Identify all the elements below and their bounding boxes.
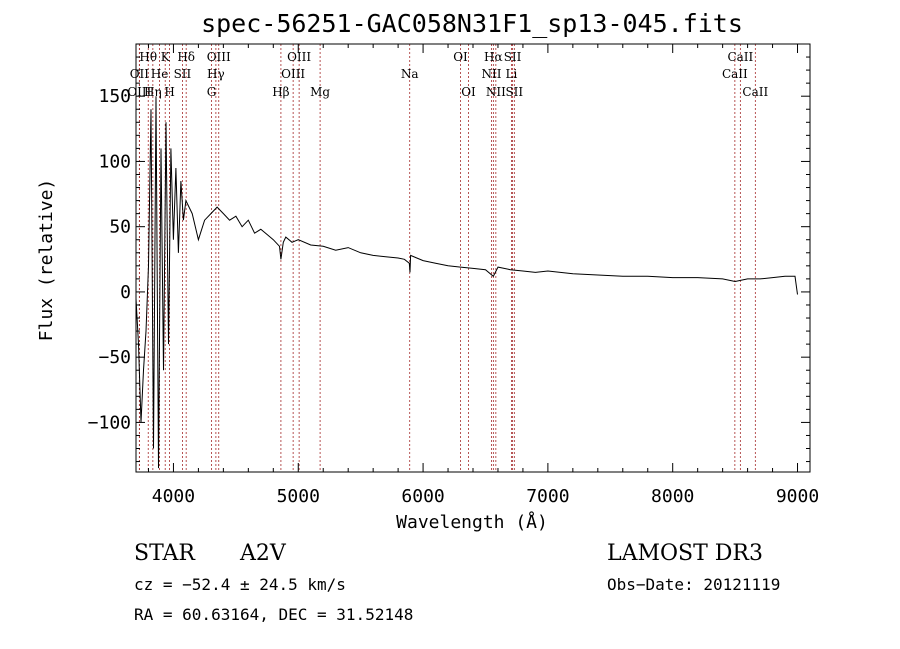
- line-label: G: [207, 85, 217, 99]
- spectrum-line: [135, 96, 798, 469]
- y-tick-label: −100: [88, 412, 131, 433]
- line-label: Hβ: [272, 85, 289, 99]
- line-label: H: [164, 85, 174, 99]
- y-tick-label: 150: [98, 86, 131, 107]
- line-label: Mg: [310, 85, 330, 99]
- x-tick-label: 8000: [651, 486, 694, 507]
- line-label: OI: [453, 50, 468, 64]
- line-label: Hγ: [207, 67, 225, 81]
- line-label: He: [151, 67, 169, 81]
- plot-frame: [135, 43, 811, 473]
- coordinates: RA = 60.63164, DEC = 31.52148: [134, 605, 413, 624]
- x-axis-ticks: 4000 5000 6000 7000 8000 9000: [147, 44, 819, 507]
- y-axis-ticks: −100 −50 0 50 100 150: [88, 56, 810, 463]
- x-tick-label: 6000: [401, 486, 444, 507]
- x-tick-label: 9000: [776, 486, 819, 507]
- line-label: CaII: [722, 67, 748, 81]
- line-label: OII: [130, 67, 150, 81]
- line-label: SII: [505, 85, 523, 99]
- redshift-cz: cz = −52.4 ± 24.5 km/s: [134, 575, 346, 594]
- line-label: Hθ: [139, 50, 157, 64]
- line-label: Hη: [144, 85, 162, 99]
- object-subclass: A2V: [239, 541, 287, 566]
- line-label: CaII: [727, 50, 753, 64]
- line-label: Hα: [484, 50, 503, 64]
- line-label: OI: [461, 85, 476, 99]
- line-label: Na: [401, 67, 419, 81]
- survey-name: LAMOST DR3: [607, 541, 763, 566]
- object-class: STAR: [134, 541, 196, 566]
- emission-line-markers: [138, 44, 756, 472]
- x-tick-label: 4000: [152, 486, 195, 507]
- line-label: OIII: [127, 85, 151, 99]
- x-tick-label: 5000: [277, 486, 320, 507]
- y-tick-label: −50: [98, 347, 131, 368]
- x-tick-label: 7000: [526, 486, 569, 507]
- line-label: OIII: [207, 50, 231, 64]
- line-label: Hδ: [177, 50, 195, 64]
- line-label: OIII: [281, 67, 305, 81]
- y-tick-label: 50: [109, 217, 131, 238]
- line-label: NII: [481, 67, 501, 81]
- line-label: SII: [174, 67, 192, 81]
- chart-title: spec-56251-GAC058N31F1_sp13-045.fits: [201, 9, 743, 38]
- line-label: K: [161, 50, 171, 64]
- line-label: CaII: [742, 85, 768, 99]
- line-label: NII: [486, 85, 506, 99]
- y-axis-label: Flux (relative): [36, 179, 57, 342]
- y-tick-label: 100: [98, 151, 131, 172]
- x-axis-label: Wavelength (Å): [396, 511, 548, 533]
- observation-date: Obs−Date: 20121119: [607, 575, 780, 594]
- line-label: Li: [506, 67, 518, 81]
- line-label: OIII: [287, 50, 311, 64]
- line-label: SII: [504, 50, 522, 64]
- y-tick-label: 0: [120, 282, 131, 303]
